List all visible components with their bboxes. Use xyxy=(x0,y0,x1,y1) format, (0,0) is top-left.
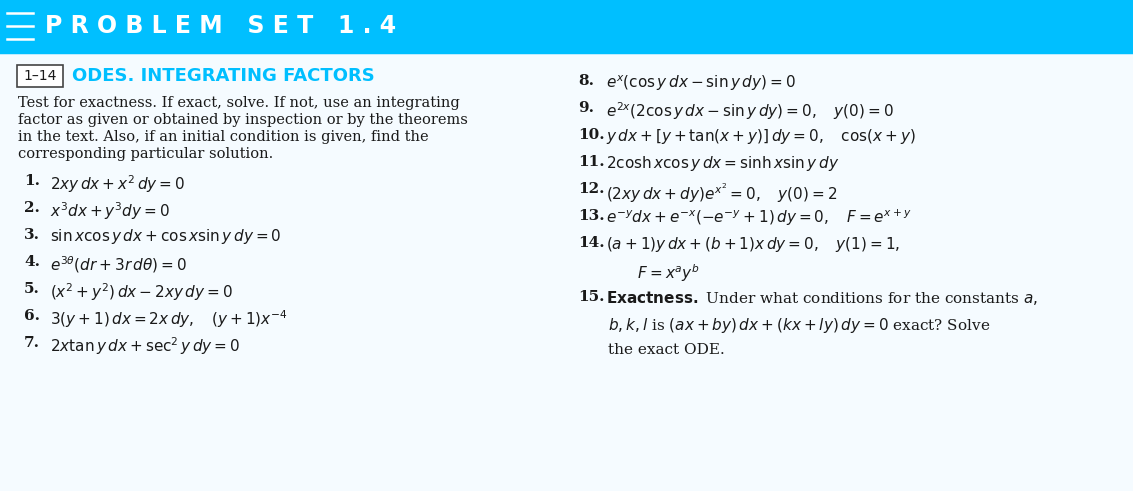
Text: $x^3dx + y^3dy = 0$: $x^3dx + y^3dy = 0$ xyxy=(50,200,170,222)
Text: $(a+1)y\,dx + (b+1)x\,dy = 0, \quad y(1) = 1,$: $(a+1)y\,dx + (b+1)x\,dy = 0, \quad y(1)… xyxy=(606,235,901,254)
Text: the exact ODE.: the exact ODE. xyxy=(608,343,725,357)
Text: 10.: 10. xyxy=(578,128,605,142)
Text: $e^{-y}dx + e^{-x}(-e^{-y}+1)\,dy = 0, \quad F = e^{x+y}$: $e^{-y}dx + e^{-x}(-e^{-y}+1)\,dy = 0, \… xyxy=(606,208,912,228)
FancyBboxPatch shape xyxy=(17,65,63,87)
Text: Test for exactness. If exact, solve. If not, use an integrating: Test for exactness. If exact, solve. If … xyxy=(18,96,460,110)
Text: factor as given or obtained by inspection or by the theorems: factor as given or obtained by inspectio… xyxy=(18,113,468,127)
Text: 11.: 11. xyxy=(578,155,605,169)
Text: $\sin x \cos y\,dx + \cos x \sin y\,dy = 0$: $\sin x \cos y\,dx + \cos x \sin y\,dy =… xyxy=(50,227,281,246)
Text: in the text. Also, if an initial condition is given, find the: in the text. Also, if an initial conditi… xyxy=(18,130,428,144)
Text: 1.: 1. xyxy=(24,174,40,188)
Text: 6.: 6. xyxy=(24,309,40,323)
FancyBboxPatch shape xyxy=(0,0,1133,52)
Text: 15.: 15. xyxy=(578,290,605,304)
Text: $2\cosh x \cos y\,dx = \sinh x \sin y\,dy$: $2\cosh x \cos y\,dx = \sinh x \sin y\,d… xyxy=(606,154,840,173)
Text: $2xy\,dx + x^2\,dy = 0$: $2xy\,dx + x^2\,dy = 0$ xyxy=(50,173,185,195)
Text: $e^x(\cos y\,dx - \sin y\,dy) = 0$: $e^x(\cos y\,dx - \sin y\,dy) = 0$ xyxy=(606,73,795,93)
Text: P R O B L E M   S E T   1 . 4: P R O B L E M S E T 1 . 4 xyxy=(45,14,397,38)
FancyBboxPatch shape xyxy=(0,52,1133,491)
Text: 12.: 12. xyxy=(578,182,605,196)
Text: $(x^2 + y^2)\,dx - 2xy\,dy = 0$: $(x^2 + y^2)\,dx - 2xy\,dy = 0$ xyxy=(50,281,232,302)
Text: 2.: 2. xyxy=(24,201,40,215)
Text: $3(y+1)\,dx = 2x\,dy, \quad (y+1)x^{-4}$: $3(y+1)\,dx = 2x\,dy, \quad (y+1)x^{-4}$ xyxy=(50,308,288,329)
Text: $e^{2x}(2\cos y\,dx - \sin y\,dy) = 0, \quad y(0) = 0$: $e^{2x}(2\cos y\,dx - \sin y\,dy) = 0, \… xyxy=(606,100,894,122)
Text: 4.: 4. xyxy=(24,255,40,269)
Text: $b, k, l$ is $(ax + by)\,dx + (kx + ly)\,dy = 0$ exact? Solve: $b, k, l$ is $(ax + by)\,dx + (kx + ly)\… xyxy=(608,316,990,335)
Text: 13.: 13. xyxy=(578,209,605,223)
Text: 3.: 3. xyxy=(24,228,40,242)
Text: 9.: 9. xyxy=(578,101,594,115)
Text: 7.: 7. xyxy=(24,336,40,350)
Text: $y\,dx + [y + \tan(x+y)]\,dy = 0, \quad \cos(x+y)$: $y\,dx + [y + \tan(x+y)]\,dy = 0, \quad … xyxy=(606,127,915,146)
Text: 5.: 5. xyxy=(24,282,40,296)
Text: corresponding particular solution.: corresponding particular solution. xyxy=(18,147,273,161)
Text: $(2xy\,dx + dy)e^{x^2} = 0, \quad y(0) = 2$: $(2xy\,dx + dy)e^{x^2} = 0, \quad y(0) =… xyxy=(606,181,837,205)
Text: 8.: 8. xyxy=(578,74,594,88)
Text: 14.: 14. xyxy=(578,236,605,250)
Text: $2x \tan y\,dx + \sec^2 y\,dy = 0$: $2x \tan y\,dx + \sec^2 y\,dy = 0$ xyxy=(50,335,240,356)
Text: ODES. INTEGRATING FACTORS: ODES. INTEGRATING FACTORS xyxy=(73,67,375,85)
Text: $\mathbf{Exactness.}$ Under what conditions for the constants $a,$: $\mathbf{Exactness.}$ Under what conditi… xyxy=(606,289,1038,307)
Text: 1–14: 1–14 xyxy=(24,69,57,83)
Text: $\quad\quad F = x^a y^b$: $\quad\quad F = x^a y^b$ xyxy=(608,262,700,284)
Text: $e^{3\theta}(dr + 3r\,d\theta) = 0$: $e^{3\theta}(dr + 3r\,d\theta) = 0$ xyxy=(50,254,187,274)
